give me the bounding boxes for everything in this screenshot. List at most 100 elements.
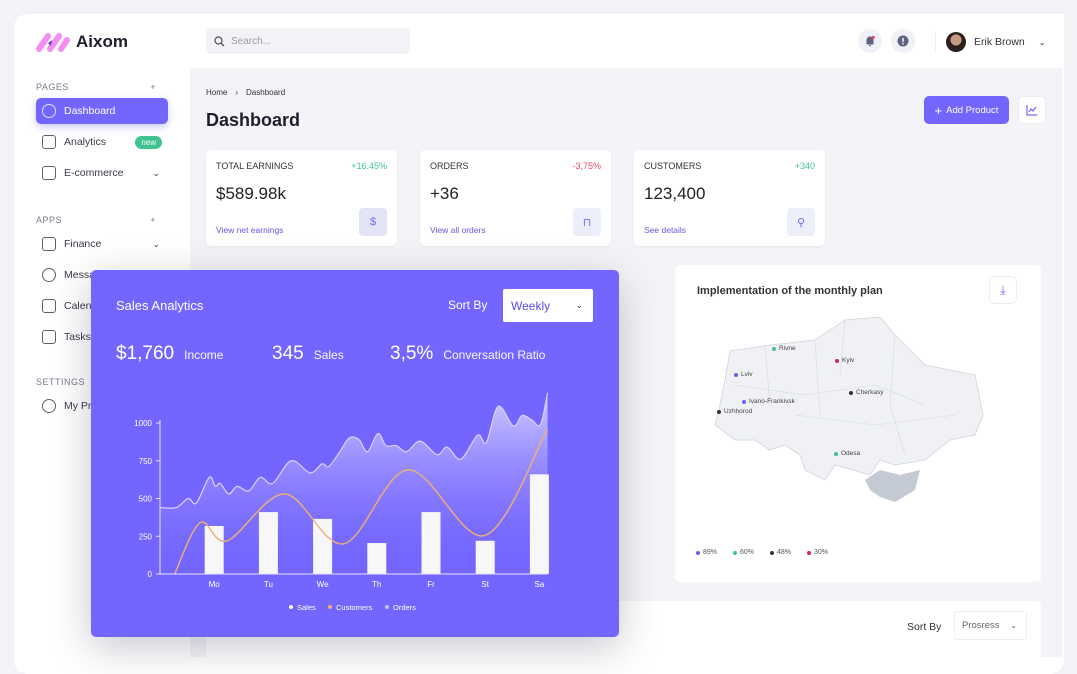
sales-bar [367,543,387,574]
city-dot [717,409,721,414]
x-tick-label: Th [372,580,381,589]
info-button[interactable] [891,29,915,53]
y-tick-label: 250 [139,532,153,541]
view-all-orders-link[interactable]: View all orders [430,225,486,235]
legend-item: 89% [696,549,717,556]
city-dot [742,399,746,404]
stat-sales: 345 Sales [272,343,344,365]
breadcrumb: Home › Dashboard [206,88,285,97]
sales-bar [421,512,441,574]
sidebar-item-analytics[interactable]: Analytics new [36,129,168,155]
add-product-label: Add Product [946,104,999,116]
sort-label: Sort By [907,621,942,633]
legend-dot [385,605,389,609]
stat-label: Income [184,348,224,362]
search-input[interactable]: Search... [206,28,410,54]
legend-label: Orders [393,603,416,612]
sidebar-item-label: Messa [64,269,95,281]
sidebar-item-label: E-commerce [64,167,124,179]
sidebar-item-label: Dashboard [64,105,116,117]
city-dot [849,390,853,395]
x-tick-label: Mo [209,580,221,589]
alert-icon [897,35,909,47]
new-badge: new [135,135,162,149]
map-city[interactable]: Kyiv [835,357,854,364]
sort-select[interactable]: Prosress ⌄ [954,611,1027,640]
card-label: ORDERS [430,161,469,171]
sidebar-item-label: Calend [64,300,98,312]
stat-card-earnings: TOTAL EARNINGS +16.45% $589.98k View net… [206,150,397,246]
card-label: TOTAL EARNINGS [216,161,294,171]
user-menu[interactable]: Erik Brown ⌄ [935,31,1045,53]
map-city[interactable]: Lviv [734,371,753,378]
sidebar-item-tasks[interactable]: Tasks [36,324,168,350]
app-name: Aixom [76,32,128,51]
breadcrumb-home[interactable]: Home [206,88,228,97]
map-city[interactable]: Uzhhorod [717,408,752,415]
sidebar-item-my-profile[interactable]: My Pro [36,393,168,419]
map-city[interactable]: Rivne [772,345,796,352]
section-settings: SETTINGS [36,377,156,387]
city-dot [834,451,838,456]
bag-icon: ⊓ [573,208,601,236]
sales-bar [475,540,495,574]
tasks-icon [42,330,56,344]
sort-select[interactable]: Weekly ⌄ [503,289,593,322]
sales-bar [258,512,278,574]
x-tick-label: We [317,580,329,589]
legend-label: Customers [336,603,373,612]
section-label: PAGES [36,82,69,92]
sidebar-item-messages[interactable]: Messa [36,262,168,288]
stat-card-orders: ORDERS -3,75% +36 View all orders ⊓ [420,150,611,246]
city-name: Rivne [779,345,796,352]
view-net-earnings-link[interactable]: View net earnings [216,225,284,235]
orders-line [159,392,549,509]
card-value: 123,400 [644,184,706,203]
sales-analytics-panel: Sales Analytics Sort By Weekly ⌄ $1,760 In… [91,270,619,637]
logo-icon [36,33,70,52]
card-value: +36 [430,184,459,203]
card-change: -3,75% [572,161,601,171]
ukraine-map [714,316,984,502]
x-tick-label: St [481,580,489,589]
stat-income: $1,760 Income [116,343,223,365]
card-change: +16.45% [351,161,387,171]
search-icon [214,35,225,46]
stat-value: 345 [272,343,304,364]
notifications-button[interactable] [858,29,882,53]
section-label: SETTINGS [36,377,86,387]
sidebar-item-label: Tasks [64,331,91,343]
sidebar-item-finance[interactable]: Finance ⌄ [36,231,168,257]
sidebar-item-dashboard[interactable]: Dashboard [36,98,168,124]
map-city[interactable]: Ivano-Frankivsk [742,398,795,405]
avatar [946,32,966,52]
sidebar-item-calendar[interactable]: Calend [36,293,168,319]
sort-value: Prosress [962,620,1000,631]
add-app-icon[interactable]: + [150,215,156,225]
map-city[interactable]: Odesa [834,450,860,457]
add-product-button[interactable]: + Add Product [924,96,1009,124]
map-city[interactable]: Cherkasy [849,389,883,396]
chart-view-button[interactable] [1018,96,1046,124]
sort-value: Weekly [511,298,551,313]
city-name: Uzhhorod [724,408,753,415]
see-details-link[interactable]: See details [644,225,687,235]
legend-label: 30% [814,549,829,556]
stat-conversion: 3,5% Conversation Ratio [390,343,545,365]
y-tick-label: 1000 [134,419,152,428]
legend-dot [807,550,811,555]
analytics-icon [42,135,56,149]
wallet-icon [42,237,56,251]
legend-dot [289,605,293,609]
chevron-right-icon: › [235,88,239,97]
city-dot [772,346,776,351]
search-placeholder: Search... [231,35,272,47]
legend-label: 89% [703,549,718,556]
sidebar-item-ecommerce[interactable]: E-commerce ⌄ [36,160,168,186]
legend-label: 48% [777,549,792,556]
add-page-icon[interactable]: + [150,82,156,92]
logo[interactable]: Aixom [36,32,128,52]
card-label: CUSTOMERS [644,161,702,171]
download-button[interactable]: ⤓ [989,276,1017,304]
dollar-icon: $ [359,208,387,236]
